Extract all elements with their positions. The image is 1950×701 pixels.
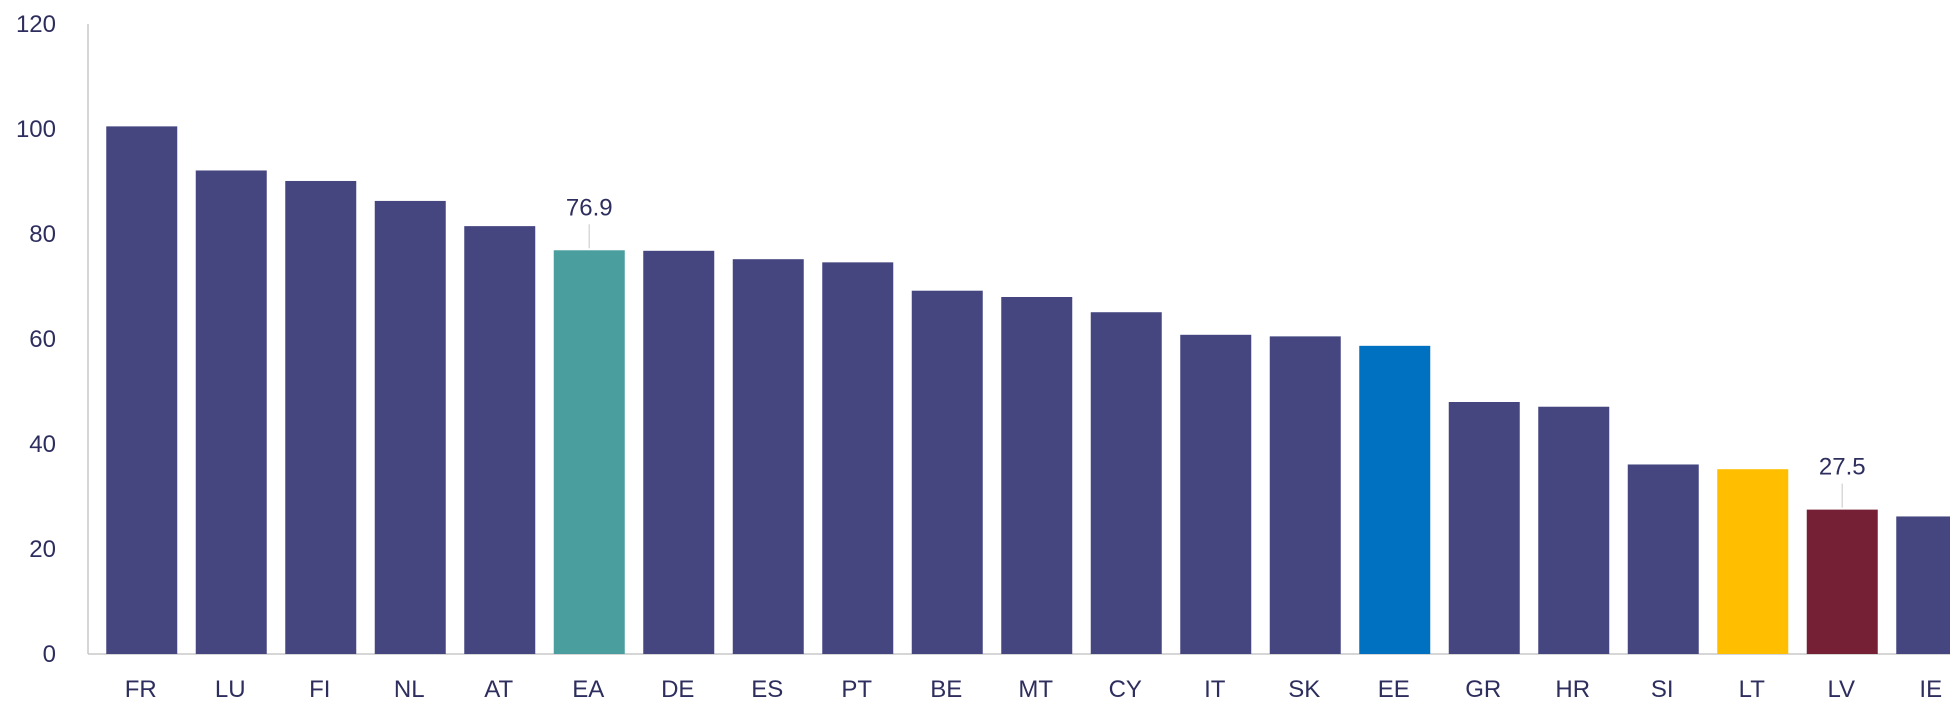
- bar-si: [1627, 464, 1699, 654]
- bar-at: [464, 226, 536, 654]
- x-tick-label: MT: [1018, 676, 1053, 701]
- x-tick-label: SI: [1651, 676, 1674, 701]
- x-tick-label: HR: [1555, 676, 1590, 701]
- bar-it: [1180, 334, 1252, 654]
- x-tick-label: LV: [1827, 676, 1855, 701]
- bar-hr: [1538, 406, 1610, 654]
- x-tick-label: IE: [1919, 676, 1942, 701]
- bar-lt: [1717, 469, 1789, 654]
- y-tick-label: 0: [43, 641, 56, 668]
- x-tick-label: EA: [572, 676, 604, 701]
- bar-be: [911, 290, 983, 654]
- x-tick-label: DE: [661, 676, 694, 701]
- x-tick-label: ES: [751, 676, 783, 701]
- x-tick-label: LU: [215, 676, 246, 701]
- x-tick-label: NL: [394, 676, 425, 701]
- x-tick-label: BE: [930, 676, 962, 701]
- bar-mt: [1001, 297, 1073, 654]
- bar-pt: [822, 262, 894, 654]
- y-tick-label: 80: [29, 221, 56, 248]
- bar-fi: [285, 180, 357, 654]
- x-tick-label: LT: [1739, 676, 1766, 701]
- x-tick-label: PT: [841, 676, 872, 701]
- bar-lu: [195, 170, 267, 654]
- y-tick-label: 100: [16, 116, 56, 143]
- data-label: 76.9: [566, 194, 613, 221]
- x-tick-label: EE: [1378, 676, 1410, 701]
- x-tick-label: AT: [484, 676, 513, 701]
- bar-lv: [1806, 509, 1878, 654]
- bar-ie: [1896, 516, 1950, 654]
- data-labels: 76.9 27.5: [566, 194, 1866, 508]
- x-tick-label: FI: [309, 676, 330, 701]
- data-label: 27.5: [1819, 454, 1866, 481]
- bar-de: [643, 250, 715, 655]
- bar-ee: [1359, 345, 1431, 654]
- y-tick-label: 20: [29, 536, 56, 563]
- bar-nl: [374, 200, 446, 655]
- y-tick-label: 120: [16, 11, 56, 38]
- y-tick-label: 60: [29, 326, 56, 353]
- y-tick-label: 40: [29, 431, 56, 458]
- bars: [106, 126, 1950, 655]
- x-tick-label: SK: [1288, 676, 1320, 701]
- bar-cy: [1090, 312, 1162, 654]
- bar-gr: [1448, 402, 1520, 654]
- x-tick-label: FR: [125, 676, 157, 701]
- bar-ea: [553, 250, 625, 654]
- x-tick-label: IT: [1204, 676, 1226, 701]
- x-axis: FR LU FI NL AT EA DE ES PT BE MT CY IT SK EE GR HR SI LT LV…: [88, 653, 1950, 701]
- bar-fr: [106, 126, 178, 654]
- bar-sk: [1269, 336, 1341, 654]
- x-tick-label: GR: [1465, 676, 1501, 701]
- x-tick-label: CY: [1109, 676, 1142, 701]
- bar-es: [732, 259, 804, 654]
- y-axis: 0 20 40 60 80 100 120: [16, 11, 89, 668]
